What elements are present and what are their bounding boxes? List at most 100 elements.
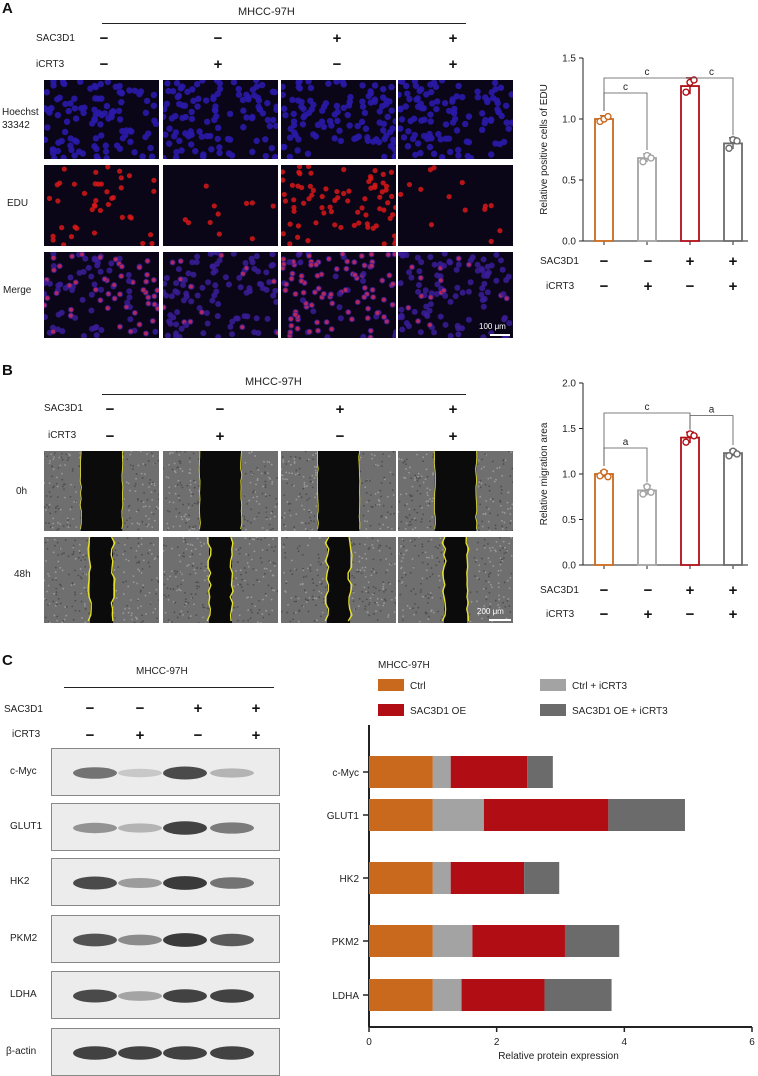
data-point	[690, 76, 698, 84]
blot-PKM2	[51, 915, 280, 963]
panel-a-icrt-sign: +	[213, 56, 223, 73]
edu-row-label: EDU	[7, 198, 29, 209]
wound-image	[44, 537, 159, 623]
micrograph-edu	[281, 165, 396, 246]
stacked-bar-segment	[524, 862, 560, 894]
bar	[594, 473, 614, 566]
panel-a-icrt-sign: −	[99, 56, 109, 73]
y-axis-label: Relative migration area	[539, 422, 550, 525]
micrograph-merge	[281, 252, 396, 338]
category-label: HK2	[340, 874, 360, 885]
panel-a-icrt-label: iCRT3	[36, 59, 65, 70]
panel-a-sac-label: SAC3D1	[36, 33, 75, 44]
x-tick-label: 2	[494, 1037, 500, 1048]
panel-b-sac-sign: −	[105, 401, 115, 418]
panel-a-sac-sign: +	[448, 30, 458, 47]
x-tick-label: 6	[749, 1037, 755, 1048]
significance-label: a	[709, 405, 715, 416]
data-point	[600, 468, 608, 476]
data-point	[725, 144, 733, 152]
blot-label-LDHA: LDHA	[10, 989, 37, 1000]
chart-a-sac-sign: −	[643, 253, 653, 270]
blot-c-Myc	[51, 748, 280, 796]
stacked-bar-segment	[369, 799, 433, 831]
data-point	[647, 488, 655, 496]
panel-c-sac-sign: +	[193, 700, 203, 717]
category-label: GLUT1	[327, 811, 360, 822]
legend-label: Ctrl	[410, 681, 426, 692]
wound-image	[281, 451, 396, 531]
significance-label: c	[623, 82, 628, 93]
stacked-bar-segment	[450, 756, 528, 788]
stacked-bar-segment	[527, 756, 553, 788]
chart-b-sac-sign: −	[599, 582, 609, 599]
panel-c-letter: C	[2, 652, 13, 669]
data-point	[647, 154, 655, 162]
bar	[594, 118, 614, 242]
chart-b-icrt-sign: −	[685, 606, 695, 623]
micrograph-edu	[398, 165, 513, 246]
chart-a-icrt-label: iCRT3	[546, 281, 575, 292]
blot-HK2	[51, 858, 280, 906]
panel-a-icrt-sign: −	[332, 56, 342, 73]
chart-b-sac-sign: +	[685, 582, 695, 599]
wound-image	[163, 537, 278, 623]
micrograph-edu	[163, 165, 278, 246]
panel-b-icrt-sign: −	[335, 428, 345, 445]
blot-label-β-actin: β-actin	[6, 1046, 37, 1057]
panel-a-letter: A	[2, 0, 13, 17]
data-point	[682, 438, 690, 446]
panel-a-cell-line-rule	[102, 23, 466, 24]
panel-b-icrt-sign: −	[105, 428, 115, 445]
panel-b-sac-sign: −	[215, 401, 225, 418]
chart-a-sac-sign: +	[685, 253, 695, 270]
significance-label: c	[645, 67, 650, 78]
panel-b-cell-line: MHCC-97H	[245, 376, 302, 388]
legend-label: Ctrl + iCRT3	[572, 681, 628, 692]
legend-label: SAC3D1 OE	[410, 706, 466, 717]
chart-migration-area: 0.0 0.5 1.0 1.5 2.0 Relative migration area a c…	[539, 379, 748, 572]
panel-b-sac-sign: +	[448, 401, 458, 418]
category-label: LDHA	[332, 991, 359, 1002]
y-tick-label: 0.0	[562, 237, 576, 248]
y-tick-label: 1.0	[562, 115, 576, 126]
panel-b-icrt-sign: +	[215, 428, 225, 445]
chart-a-icrt-sign: −	[685, 278, 695, 295]
y-tick-label: 1.5	[562, 424, 576, 435]
panel-b-sac-sign: +	[335, 401, 345, 418]
blot-GLUT1	[51, 803, 280, 851]
stacked-bar-segment	[369, 756, 433, 788]
y-tick-label: 1.0	[562, 470, 576, 481]
chart-b-sac-sign: −	[643, 582, 653, 599]
panel-a-sac-sign: −	[99, 30, 109, 47]
micrograph-edu	[44, 165, 159, 246]
data-point	[733, 137, 741, 145]
wound-48h-label: 48h	[14, 569, 31, 580]
stacked-bar-segment	[564, 925, 620, 957]
blot-label-c-Myc: c-Myc	[10, 766, 37, 777]
category-label: c-Myc	[332, 768, 359, 779]
blot-β-actin	[51, 1028, 280, 1076]
data-point	[733, 450, 741, 458]
panel-b-scale-bar-label: 200 μm	[477, 607, 504, 616]
panel-c-icrt-sign: +	[135, 727, 145, 744]
panel-a-scale-bar-label: 100 μm	[479, 322, 506, 331]
category-label: PKM2	[332, 937, 360, 948]
data-point	[604, 473, 612, 481]
chart-title: MHCC-97H	[378, 660, 430, 671]
chart-b-icrt-sign: +	[643, 606, 653, 623]
stacked-bar-segment	[432, 979, 462, 1011]
panel-c-icrt-label: iCRT3	[12, 729, 41, 740]
panel-c-icrt-sign: +	[251, 727, 261, 744]
chart-a-icrt-sign: +	[643, 278, 653, 295]
panel-c-icrt-sign: −	[193, 727, 203, 744]
y-tick-label: 0.5	[562, 176, 576, 187]
chart-edu-positive: 0.0 0.5 1.0 1.5 Relative positive cells of E…	[539, 54, 748, 248]
micrograph-merge	[398, 252, 513, 338]
wound-image	[163, 451, 278, 531]
bar	[723, 142, 743, 242]
stacked-bar-segment	[432, 925, 473, 957]
panel-b-icrt-label: iCRT3	[48, 430, 77, 441]
legend-swatch	[540, 704, 566, 716]
x-axis-label: Relative protein expression	[498, 1051, 619, 1062]
